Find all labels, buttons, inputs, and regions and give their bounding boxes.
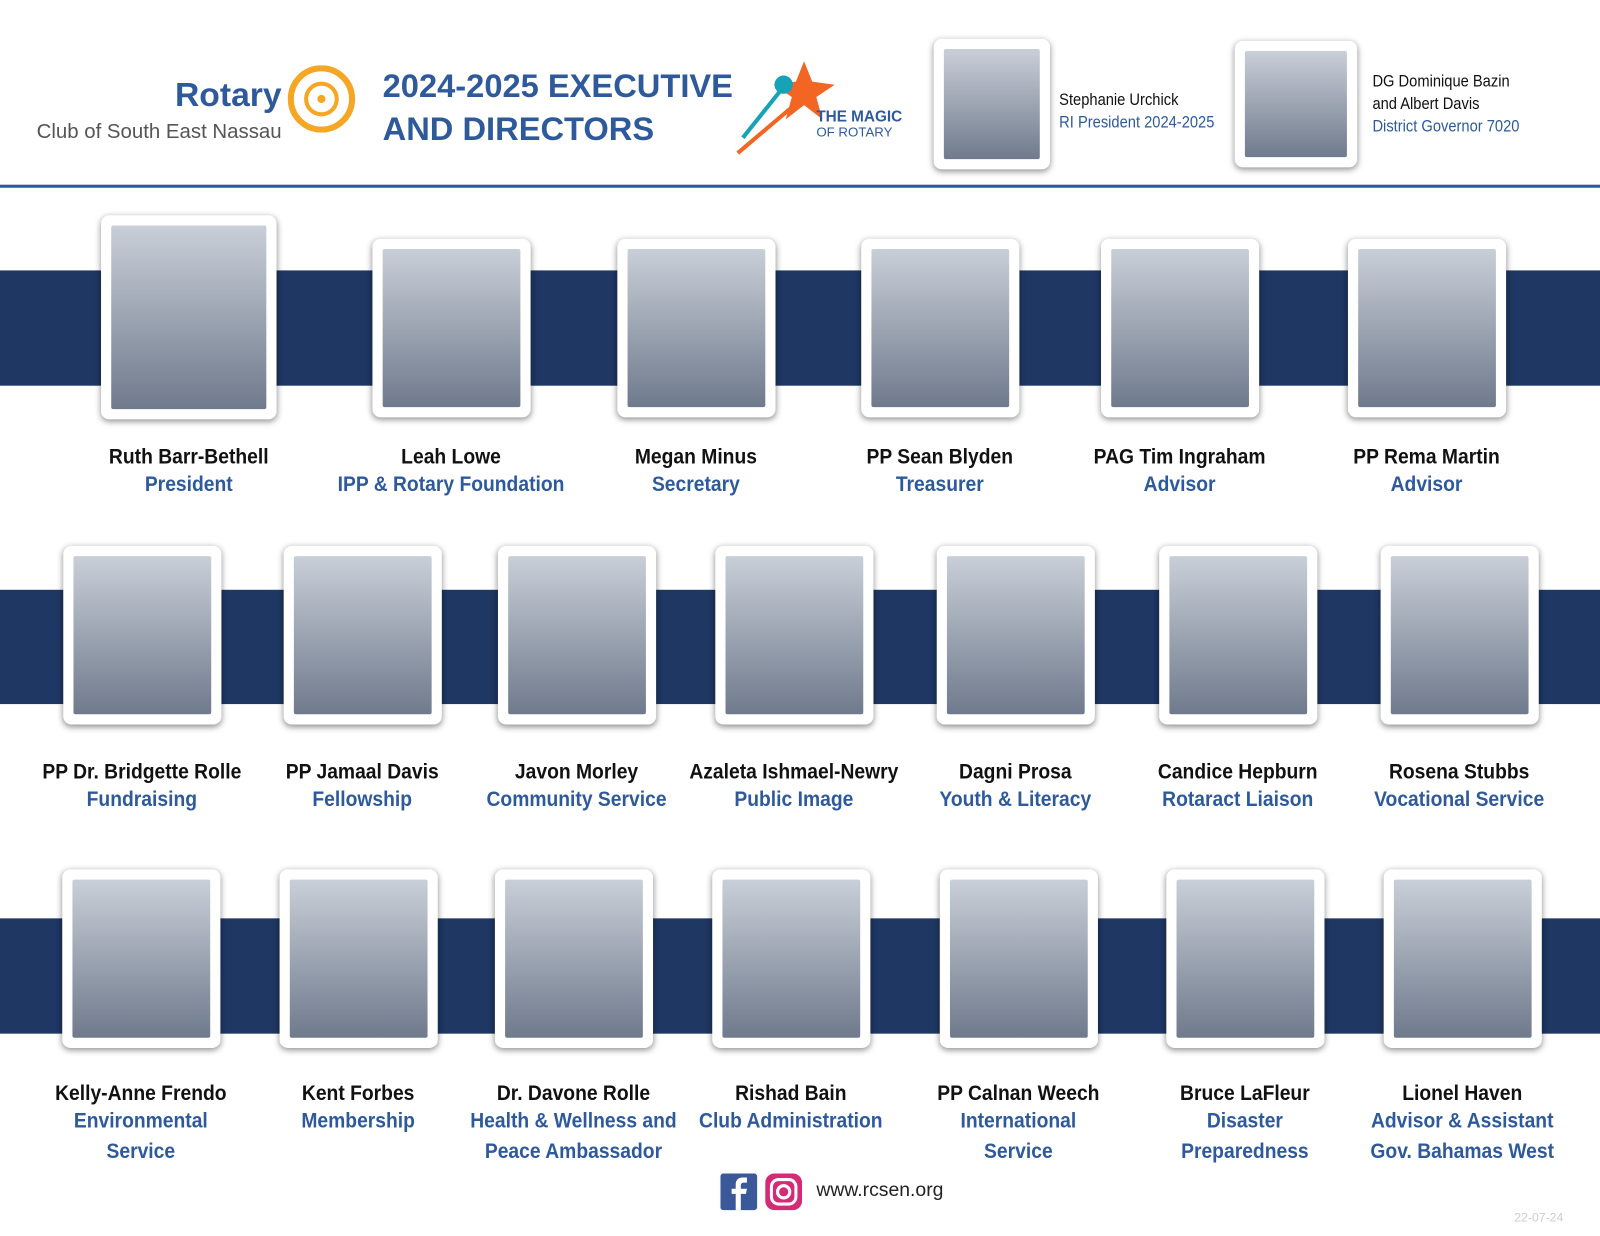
rotary-wheel [287,65,356,133]
logo-name: Rotary [174,75,282,114]
member-name: Javon Morley [514,760,639,784]
member-role: President [144,472,233,496]
member-role: Preparedness [1181,1139,1309,1164]
member-name: Bruce LaFleur [1180,1081,1310,1106]
member-name: Candice Hepburn [1157,760,1318,784]
member-name: Dr. Davone Rolle [496,1081,651,1106]
photo [711,869,870,1048]
member-role: Service [106,1139,176,1164]
photo [1158,545,1317,725]
member-role: Membership [301,1109,415,1133]
photo [714,545,873,725]
member-name: Kent Forbes [301,1081,415,1106]
title: 2024-2025 EXECUTIVE [382,67,733,105]
photo [1380,545,1539,725]
photo [61,869,220,1048]
member-name: Ruth Barr-Bethell [108,444,269,469]
photo [101,215,277,420]
member-name: PP Sean Blyden [866,444,1014,469]
member-name: PP Jamaal Davis [285,760,439,784]
member-role: Rotaract Liaison [1162,787,1314,812]
photo [371,238,531,418]
member-role: Community Service [486,787,667,812]
divider [0,184,1600,188]
member-role: Advisor & Assistant [1370,1109,1554,1133]
leader: DG Dominique Bazin and Albert Davis Distri… [1372,71,1535,138]
logo-club: Club of South East Nassau [36,120,282,143]
photo [279,869,438,1048]
member-name: Megan Minus [634,444,757,469]
member-name: PP Rema Martin [1353,444,1500,469]
member-role: Secretary [651,472,740,496]
leader: Stephanie Urchick RI President 2024-2025 [1059,90,1231,135]
photo [939,869,1098,1048]
photo [860,238,1019,418]
member-role: Club Administration [699,1109,883,1133]
member-role: Youth & Literacy [939,787,1092,812]
member-role: Fundraising [86,787,198,812]
member-role: Vocational Service [1374,787,1545,812]
member-name: Rishad Bain [735,1081,847,1106]
member-name: Dagni Prosa [959,760,1072,784]
member-role: IPP & Rotary Foundation [337,472,565,496]
member-role: Advisor [1390,472,1463,496]
member-role: Disaster [1206,1109,1283,1133]
photo [1100,238,1259,418]
photo [616,238,775,418]
magic-stars [736,61,835,155]
photo [1347,238,1506,418]
member-role: Advisor [1143,472,1216,496]
member-name: Lionel Haven [1402,1081,1523,1106]
photo [283,545,442,725]
member-name: Rosena Stubbs [1388,760,1530,784]
leader-name: Stephanie Urchick [1059,91,1179,110]
member-role: Gov. Bahamas West [1370,1139,1555,1164]
photo [62,545,221,725]
title: AND DIRECTORS [382,110,655,147]
photo [936,545,1095,725]
member-name: PAG Tim Ingraham [1093,444,1266,469]
member-name: Kelly-Anne Frendo [55,1081,227,1106]
photo [1383,869,1542,1048]
leader-name: and Albert Davis [1372,95,1480,114]
member-role: Peace Ambassador [484,1139,663,1164]
member-role: Fellowship [312,787,413,812]
member-role: International [960,1109,1077,1133]
photo [494,869,653,1048]
member-role: Health & Wellness and [470,1109,677,1133]
photo [497,545,656,725]
member-name: Azaleta Ishmael-Newry [689,760,899,784]
leader-name: DG Dominique Bazin [1372,73,1510,91]
url[interactable]: www.rcsen.org [816,1179,944,1202]
social-icons [720,1173,803,1211]
leader-photo [933,38,1050,170]
leader-role: District Governor 7020 [1372,118,1520,136]
member-name: PP Calnan Weech [937,1081,1100,1106]
theme: THE MAGIC [816,108,903,126]
photo [1165,869,1324,1048]
member-role: Service [984,1139,1053,1164]
member-name: PP Dr. Bridgette Rolle [42,760,242,784]
leader-photo [1234,40,1358,168]
member-role: Treasurer [895,472,984,496]
date: 22-07-24 [1514,1210,1564,1225]
member-role: Environmental [73,1109,208,1133]
theme: OF ROTARY [816,124,893,140]
leader-role: RI President 2024-2025 [1059,114,1215,132]
member-name: Leah Lowe [401,444,501,469]
member-role: Public Image [734,787,854,812]
